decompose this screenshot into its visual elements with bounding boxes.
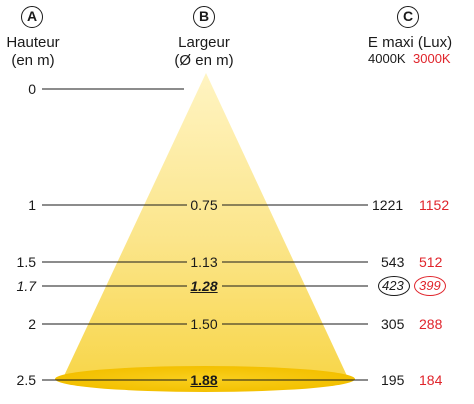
width-label-1: 0.75 xyxy=(190,197,218,213)
lux4000-row-2: 305 xyxy=(381,316,405,332)
lux3000-row-1-7-oval xyxy=(414,276,446,296)
column-a-badge: A xyxy=(21,6,43,28)
column-b-subtitle: (Ø en m) xyxy=(174,52,234,69)
lux4000-row-1: 1221 xyxy=(372,197,404,213)
column-c-badge: C xyxy=(397,6,419,28)
lux3000-row-2: 288 xyxy=(419,316,443,332)
height-label-0: 0 xyxy=(28,81,36,97)
lux4000-row-1-7-oval xyxy=(378,276,410,296)
light-cone xyxy=(63,73,348,378)
width-label-2: 1.50 xyxy=(190,316,218,332)
lux3000-row-1-7: 399 xyxy=(419,278,441,293)
width-label-1-5: 1.13 xyxy=(190,254,218,270)
column-c-4000k: 4000K xyxy=(368,51,406,66)
lux4000-row-1-5: 543 xyxy=(381,254,405,270)
column-c-3000k: 3000K xyxy=(413,51,451,66)
height-label-1-7: 1.7 xyxy=(16,278,36,294)
lux3000-row-1: 1152 xyxy=(419,197,450,213)
lux3000-row-1-5: 512 xyxy=(419,254,443,270)
light-spot xyxy=(55,366,355,392)
column-a-title: Hauteur xyxy=(6,34,60,51)
lux3000-row-2-5: 184 xyxy=(419,372,443,388)
column-a-subtitle: (en m) xyxy=(11,52,55,69)
column-b-title: Largeur xyxy=(178,34,230,51)
height-label-1-5: 1.5 xyxy=(16,254,36,270)
height-label-2-5: 2.5 xyxy=(16,372,36,388)
lux4000-row-2-5: 195 xyxy=(381,372,405,388)
lux4000-row-1-7: 423 xyxy=(382,278,404,293)
height-label-2: 2 xyxy=(28,316,36,332)
column-c-title: E maxi (Lux) xyxy=(367,34,453,51)
height-label-1: 1 xyxy=(28,197,36,213)
width-label-2-5: 1.88 xyxy=(190,372,218,388)
column-b-badge: B xyxy=(193,6,215,28)
width-label-1-7: 1.28 xyxy=(190,278,218,294)
